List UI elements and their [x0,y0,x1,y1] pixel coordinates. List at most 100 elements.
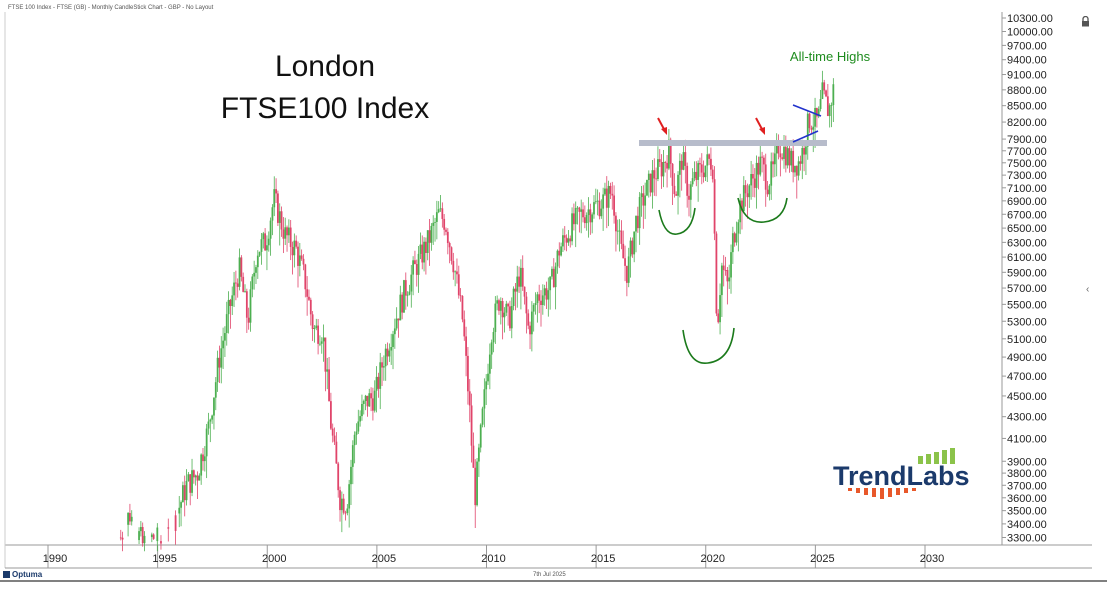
candle-body [234,282,237,284]
candle-body [245,291,248,318]
candle-body [688,195,690,200]
x-tick-label: 2020 [701,553,725,565]
candle-body [390,346,393,351]
cup-arc [737,197,788,223]
candle-body [468,391,471,406]
candle-body [755,162,758,188]
candle-body [543,288,546,296]
candle-body [211,415,214,420]
candle-body [737,222,740,234]
y-tick-label: 4900.00 [1007,352,1047,364]
candle-body [203,456,206,462]
candle-body [668,139,670,169]
candle-body [803,148,806,155]
candle-body [790,150,793,166]
candle-body [768,185,771,195]
candle-body [808,113,811,129]
y-axis: 3300.00 3400.003500.003600.003700.003800.… [1002,13,1053,545]
candle-body [273,189,276,208]
candle-body [691,178,694,185]
candle-body [611,193,614,196]
candle-body [735,233,738,243]
collapse-panel-icon[interactable]: ‹ [1086,284,1090,295]
title-line-1: London [275,50,375,83]
logo-bar-down [872,488,876,497]
candle-body [189,474,192,493]
candle-body [764,164,767,190]
candle-body [666,162,668,169]
candle-body [251,276,254,290]
candle-body [649,173,652,193]
candle-body [733,233,736,243]
candle-body [825,90,827,97]
y-tick-label: 8200.00 [1007,117,1047,129]
candle-body [635,215,637,232]
candle-body [364,395,367,401]
candle-body [474,467,477,506]
candle-body [127,513,129,525]
candle-body [258,251,261,256]
candle-body [207,421,210,429]
candle-body [244,291,246,293]
candle-body [761,156,763,158]
candle-body [503,312,506,318]
candle-body [538,294,541,301]
logo-bar-up [942,450,947,464]
candle-body [331,428,334,436]
candle-body [602,194,605,209]
arrow-icon [657,117,667,135]
candle-body [498,300,500,311]
logo-bars-down [848,488,916,499]
candle-body [616,230,619,232]
candle-body [351,445,354,467]
candle-body [620,230,623,244]
candle-body [541,295,544,305]
candle-body [178,507,181,514]
candle-body [494,303,497,333]
candle-body [160,541,162,544]
candle-body [828,105,831,117]
candle-body [583,217,586,224]
candle-body [388,350,391,357]
candle-body [225,314,228,334]
candle-body [419,244,422,254]
candle-body [509,306,511,329]
candle-body [589,209,592,223]
candle-body [362,400,365,404]
lock-icon[interactable] [1081,16,1090,27]
candle-body [638,197,641,229]
candle-body [428,230,431,243]
candle-body [706,154,709,166]
candle-body [456,271,458,275]
candle-body [817,108,820,117]
y-tick-label: 3900.00 [1007,456,1047,468]
candle-body [297,246,299,266]
candle-body [728,277,731,282]
candle-body [417,253,420,275]
candle-body [340,498,343,511]
candle-body [757,162,760,175]
candle-body [810,128,813,130]
candle-body [269,220,272,239]
candle-body [487,373,489,382]
candle-body [214,382,217,398]
candle-body [381,362,383,368]
trend-line-lower [792,130,819,143]
candle-body [704,165,707,178]
y-tick-label: 9700.00 [1007,40,1047,52]
candle-body [613,195,615,216]
candle-body [560,246,563,256]
candle-body [618,230,621,232]
candle-body [642,193,645,206]
candle-body [596,200,599,202]
candle-body [627,256,630,283]
candle-body [240,257,243,277]
cup-arc [682,327,735,364]
candle-body [284,227,287,239]
candle-body [708,154,710,159]
candle-body [119,537,122,539]
candle-body [448,243,451,248]
y-tick-label: 6900.00 [1007,196,1047,208]
candle-body [576,207,579,209]
